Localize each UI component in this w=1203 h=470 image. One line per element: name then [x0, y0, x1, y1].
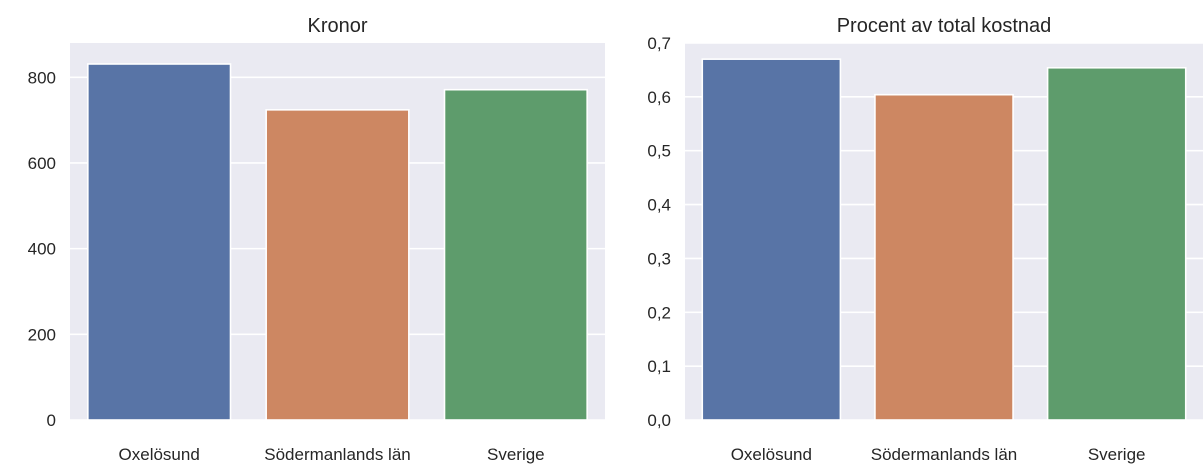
- chart-kronor-svg: 0 200 400 600 800 Oxelösund Södermanlands län S…: [28, 15, 605, 464]
- chart-title: Kronor: [307, 15, 367, 37]
- chart-procent: 0,0 0,1 0,2 0,3 0,4 0,5 0,6 0,7 Oxelösund Söderma…: [605, 0, 1203, 465]
- y-tick-label: 0,3: [647, 249, 671, 268]
- chart-kronor: 0 200 400 600 800 Oxelösund Södermanlands län S…: [0, 0, 605, 465]
- bar: [265, 109, 410, 421]
- y-tick-label: 0,0: [647, 411, 671, 430]
- y-tick-label: 800: [28, 68, 56, 87]
- x-tick-label: Sverige: [1088, 445, 1146, 464]
- y-tick-label: 600: [28, 154, 56, 173]
- x-tick-label: Södermanlands län: [871, 445, 1017, 464]
- y-tick-label: 400: [28, 240, 56, 259]
- chart-title: Procent av total kostnad: [837, 15, 1052, 37]
- y-tick-label: 0,7: [647, 34, 671, 53]
- x-tick-label: Oxelösund: [731, 445, 812, 464]
- bar: [701, 58, 842, 421]
- x-tick-label: Södermanlands län: [264, 445, 410, 464]
- y-tick-label: 0: [47, 411, 56, 430]
- bar: [874, 93, 1014, 421]
- y-tick-label: 0,6: [647, 88, 671, 107]
- y-tick-label: 200: [28, 325, 56, 344]
- y-tick-label: 0,4: [647, 196, 671, 215]
- bar: [87, 63, 232, 421]
- chart-procent-svg: 0,0 0,1 0,2 0,3 0,4 0,5 0,6 0,7 Oxelösund Söderma…: [647, 15, 1203, 464]
- y-tick-label: 0,2: [647, 303, 671, 322]
- x-tick-label: Sverige: [487, 445, 545, 464]
- bar: [1046, 66, 1187, 421]
- x-tick-label: Oxelösund: [119, 445, 200, 464]
- y-tick-label: 0,5: [647, 142, 671, 161]
- bar: [443, 88, 588, 421]
- y-tick-label: 0,1: [647, 357, 671, 376]
